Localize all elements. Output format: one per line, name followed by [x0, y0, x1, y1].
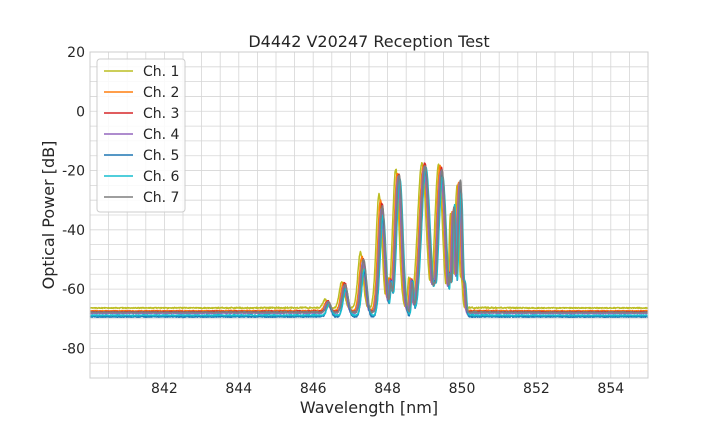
- x-axis-label: Wavelength [nm]: [300, 398, 438, 417]
- x-tick-label: 848: [374, 381, 401, 397]
- legend-label: Ch. 3: [143, 106, 179, 122]
- plot-frame: [89, 51, 649, 379]
- x-tick-labels: 842 844 846 848 850 852 854: [151, 381, 624, 397]
- y-tick-label: 0: [76, 104, 85, 120]
- chart-title: D4442 V20247 Reception Test: [248, 32, 489, 51]
- x-tick-label: 854: [597, 381, 624, 397]
- series-line-7: [89, 165, 649, 315]
- legend-label: Ch. 5: [143, 148, 179, 164]
- y-tick-label: -40: [62, 223, 85, 239]
- x-tick-label: 844: [225, 381, 252, 397]
- x-tick-label: 850: [449, 381, 476, 397]
- legend-box: [96, 58, 186, 213]
- legend-label: Ch. 6: [143, 169, 180, 185]
- x-tick-label: 842: [151, 381, 178, 397]
- legend-label: Ch. 7: [143, 190, 179, 206]
- series-layer: [89, 161, 649, 319]
- y-tick-label: -60: [62, 282, 85, 298]
- legend: Ch. 1 Ch. 2 Ch. 3 Ch. 4 Ch. 5 Ch. 6 Ch. 7: [96, 58, 186, 213]
- y-tick-labels: 20 0 -20 -40 -60 -80: [62, 45, 85, 357]
- y-tick-label: -80: [62, 341, 85, 357]
- y-tick-label: -20: [62, 164, 85, 180]
- y-axis-label: Optical Power [dB]: [39, 141, 58, 290]
- legend-label: Ch. 4: [143, 127, 180, 143]
- x-tick-label: 846: [300, 381, 327, 397]
- legend-label: Ch. 1: [143, 64, 179, 80]
- legend-label: Ch. 2: [143, 85, 179, 101]
- x-tick-label: 852: [523, 381, 550, 397]
- y-tick-label: 20: [67, 45, 85, 61]
